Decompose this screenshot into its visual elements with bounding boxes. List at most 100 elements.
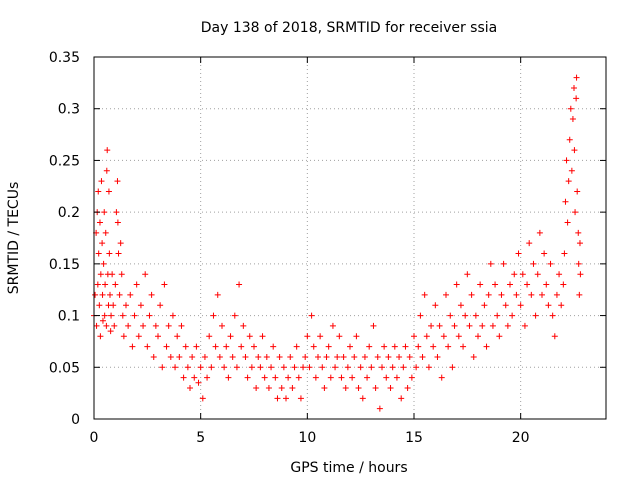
data-point (137, 302, 144, 309)
data-point (524, 281, 531, 288)
data-point (259, 333, 266, 340)
data-point (210, 312, 217, 319)
data-point (402, 343, 409, 350)
data-point (106, 250, 113, 257)
data-point (381, 343, 388, 350)
x-tick-label: 0 (90, 430, 99, 446)
data-point (504, 322, 511, 329)
data-point (374, 353, 381, 360)
data-point (112, 281, 119, 288)
data-point (133, 281, 140, 288)
data-point (329, 322, 336, 329)
data-point (199, 395, 206, 402)
data-point (115, 250, 122, 257)
data-point (477, 281, 484, 288)
grid (94, 57, 606, 419)
data-point (571, 147, 578, 154)
data-point (553, 291, 560, 298)
data-point (165, 322, 172, 329)
data-point (428, 322, 435, 329)
data-point (387, 384, 394, 391)
data-point (575, 229, 582, 236)
data-point (118, 271, 125, 278)
data-point (201, 353, 208, 360)
data-point (246, 333, 253, 340)
data-point (193, 343, 200, 350)
data-point (225, 374, 232, 381)
data-point (487, 260, 494, 267)
data-point (238, 343, 245, 350)
data-point (547, 260, 554, 267)
data-point (391, 343, 398, 350)
data-point (511, 271, 518, 278)
data-point (560, 281, 567, 288)
data-point (107, 291, 113, 298)
data-point (180, 374, 187, 381)
data-point (368, 364, 375, 371)
data-point (566, 136, 573, 143)
data-point (236, 281, 243, 288)
data-point (103, 167, 110, 174)
data-point (440, 333, 447, 340)
data-point (125, 322, 132, 329)
data-point (425, 364, 432, 371)
x-tick-label: 5 (196, 430, 205, 446)
data-point (415, 343, 422, 350)
data-point (93, 322, 100, 329)
data-point (172, 364, 179, 371)
y-tick-label: 0.25 (49, 153, 80, 169)
data-point (479, 322, 486, 329)
y-tick-labels: 0 0.05 0.1 0.15 0.2 0.25 0.3 0.35 (49, 50, 80, 428)
data-point (359, 395, 366, 402)
data-point (517, 302, 524, 309)
data-point (152, 322, 159, 329)
data-point (434, 353, 441, 360)
data-point (549, 312, 556, 319)
data-point (325, 343, 332, 350)
data-point (534, 271, 541, 278)
data-point (97, 271, 104, 278)
data-point (265, 384, 272, 391)
data-point (113, 209, 120, 216)
data-point (167, 353, 174, 360)
data-point (396, 353, 403, 360)
data-point (507, 281, 513, 288)
data-point (455, 333, 462, 340)
data-point (221, 364, 228, 371)
data-point (573, 74, 580, 81)
data-point (568, 167, 575, 174)
data-point (297, 395, 304, 402)
data-point (308, 312, 315, 319)
data-point (564, 219, 571, 226)
data-point (114, 219, 121, 226)
data-point (291, 364, 298, 371)
data-point (421, 291, 428, 298)
data-point (492, 281, 499, 288)
data-point (268, 364, 275, 371)
axis-ticks (93, 56, 606, 420)
data-point (379, 364, 385, 371)
data-point (569, 116, 576, 123)
data-point (257, 364, 264, 371)
data-point (304, 333, 311, 340)
data-point (344, 364, 351, 371)
data-point (470, 353, 477, 360)
data-point (332, 364, 339, 371)
data-point (575, 260, 582, 267)
data-point (565, 178, 572, 185)
data-point (95, 188, 102, 195)
data-point (481, 302, 488, 309)
data-point (189, 353, 196, 360)
data-point (280, 364, 287, 371)
data-point (95, 250, 102, 257)
data-point (94, 281, 101, 288)
data-point (445, 343, 452, 350)
data-point (457, 302, 464, 309)
data-point (261, 374, 268, 381)
chart-title: Day 138 of 2018, SRMTID for receiver ssi… (201, 20, 497, 36)
data-point (532, 312, 539, 319)
data-point (500, 260, 507, 267)
x-tick-label: 15 (405, 430, 423, 446)
data-point (536, 229, 543, 236)
